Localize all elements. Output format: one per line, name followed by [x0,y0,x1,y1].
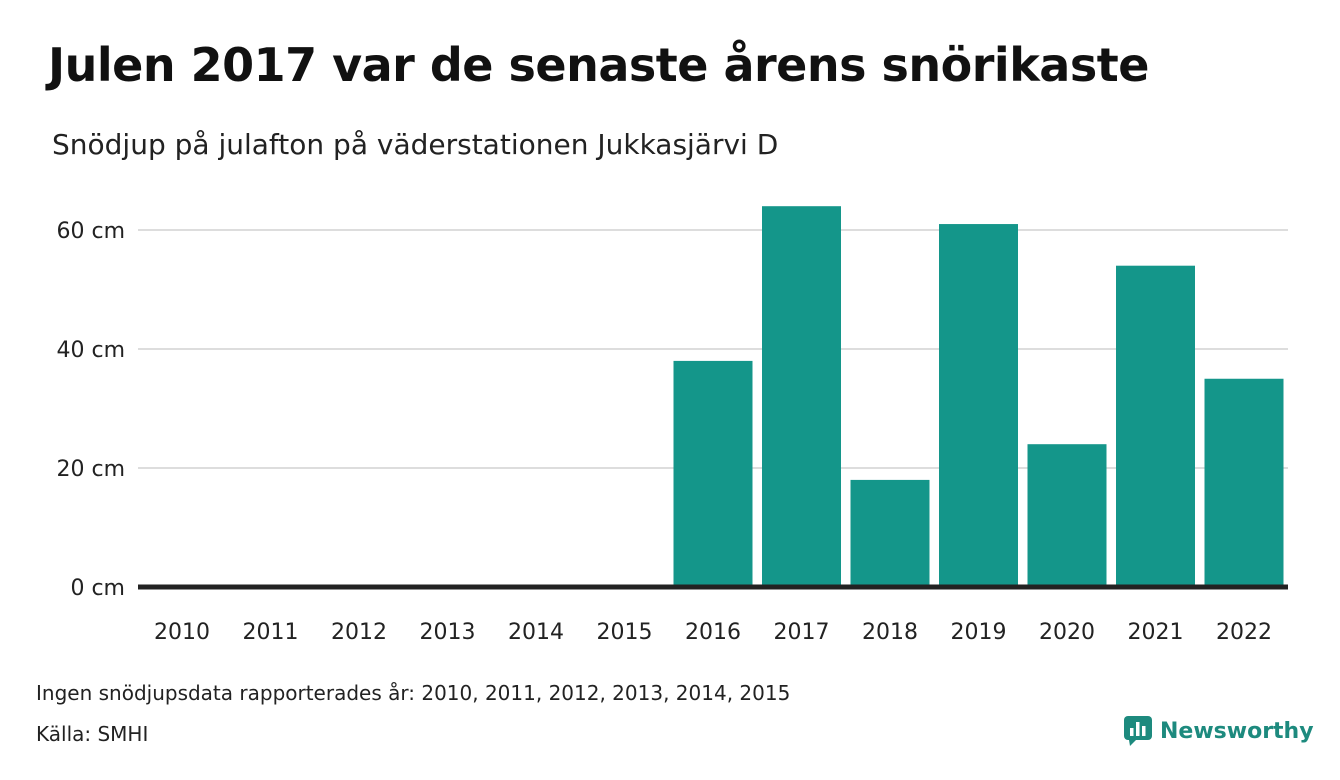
brand-name: Newsworthy [1160,718,1314,744]
missing-data-note: Ingen snödjupsdata rapporterades år: 201… [36,681,791,705]
x-tick-label: 2022 [1216,620,1272,645]
y-axis-tick-labels: 0 cm 20 cm 40 cm 60 cm [56,219,125,601]
y-tick-label: 0 cm [70,576,125,601]
y-tick-label: 20 cm [56,457,125,482]
bars [673,206,1284,588]
brand-logo[interactable]: Newsworthy [1124,716,1314,746]
bar-2018 [850,479,930,587]
x-tick-label: 2011 [243,620,299,645]
x-tick-label: 2018 [862,620,918,645]
x-tick-label: 2021 [1128,620,1184,645]
x-tick-label: 2012 [331,620,387,645]
bar-2016 [673,360,753,587]
bar-2019 [939,224,1018,588]
y-tick-label: 60 cm [56,219,125,244]
bar-2017 [762,206,841,587]
source-label: Källa: SMHI [36,722,149,746]
x-tick-label: 2020 [1039,620,1095,645]
chart-title: Julen 2017 var de senaste årens snörikas… [48,38,1149,92]
y-tick-label: 40 cm [56,338,125,363]
x-tick-label: 2015 [597,620,653,645]
x-tick-label: 2019 [951,620,1007,645]
x-tick-label: 2013 [420,620,476,645]
x-tick-label: 2016 [685,620,741,645]
bar-2022 [1204,378,1284,587]
bar-2021 [1116,265,1195,587]
newsworthy-logo-icon [1124,716,1152,746]
bar-2020 [1027,444,1107,587]
x-tick-label: 2010 [154,620,210,645]
chart-subtitle: Snödjup på julafton på väderstationen Ju… [52,128,779,161]
x-tick-label: 2014 [508,620,564,645]
x-axis-tick-labels: 2010 2011 2012 2013 2014 2015 2016 2017 2018 2019… [154,620,1272,645]
x-tick-label: 2017 [774,620,830,645]
